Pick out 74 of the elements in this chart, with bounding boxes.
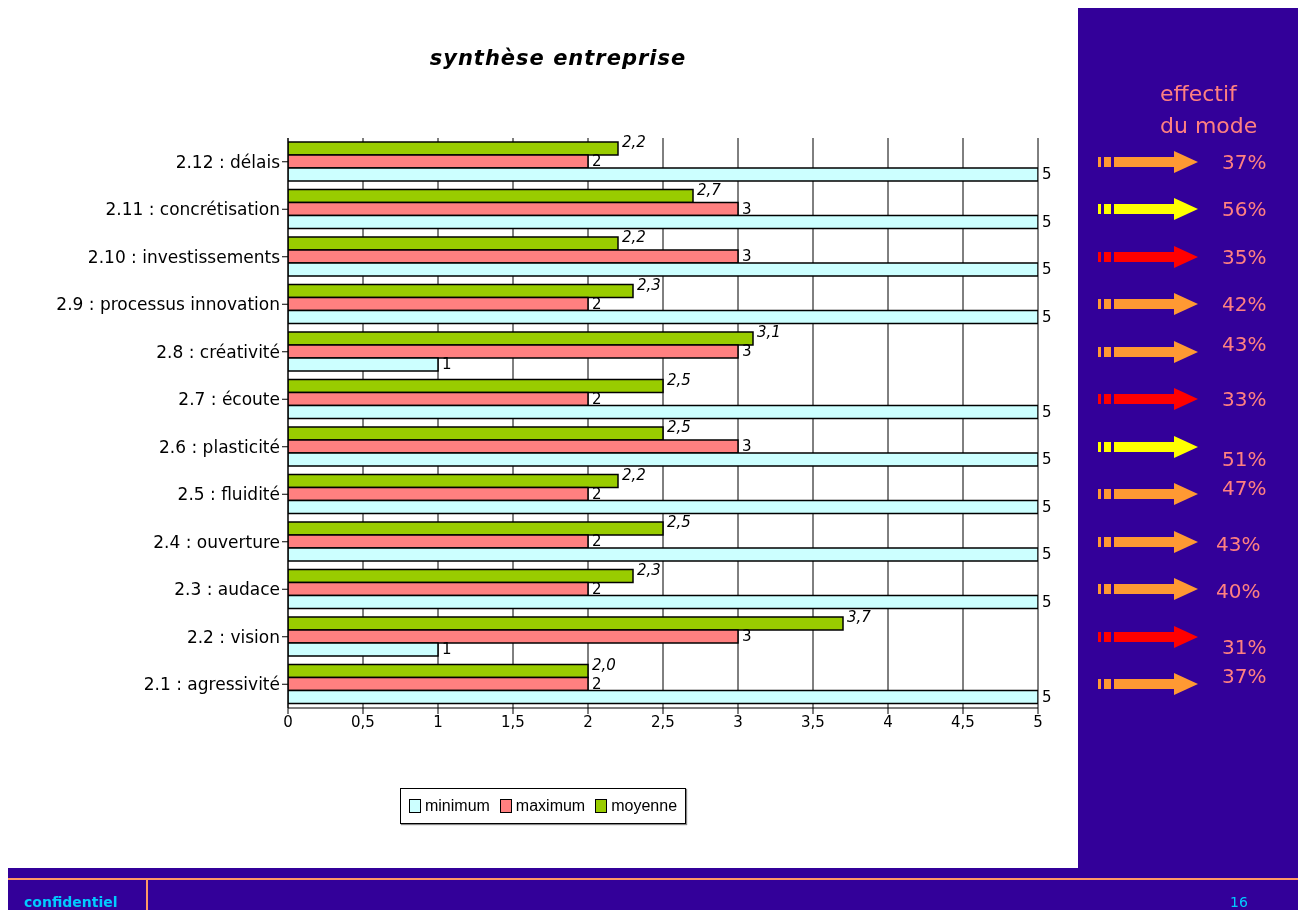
y-tick-label: 2.9 : processus innovation xyxy=(56,294,280,315)
data-label: 5 xyxy=(1042,450,1052,468)
data-label: 2,5 xyxy=(667,513,691,531)
data-label: 5 xyxy=(1042,260,1052,278)
y-tick-label: 2.4 : ouverture xyxy=(153,531,280,552)
data-label: 5 xyxy=(1042,592,1052,611)
text: 37% xyxy=(1222,664,1267,689)
x-tick-label: 2 xyxy=(583,712,593,731)
data-label: 2,2 xyxy=(622,133,646,151)
x-tick-label: 0 xyxy=(283,712,293,731)
x-tick-label: 4 xyxy=(883,712,893,731)
data-label: 2,3 xyxy=(637,560,661,579)
x-tick-label: 3 xyxy=(733,712,743,731)
text: 37% xyxy=(1222,149,1267,174)
data-label: 5 xyxy=(1042,212,1052,231)
text: 43% xyxy=(1222,331,1267,356)
text: 51% xyxy=(1222,446,1267,471)
data-label: 5 xyxy=(1042,165,1052,183)
x-tick-label: 3,5 xyxy=(801,712,825,731)
text: 40% xyxy=(1216,579,1261,604)
y-tick-label: 2.1 : agressivité xyxy=(143,674,280,695)
y-tick-label: 2.2 : vision xyxy=(186,626,280,647)
x-tick-label: 0,5 xyxy=(351,712,375,731)
text: 33% xyxy=(1222,387,1267,412)
data-label: 5 xyxy=(1042,307,1052,326)
x-tick-label: 1 xyxy=(433,712,443,731)
data-label: 3,1 xyxy=(757,323,781,341)
data-label: 3 xyxy=(742,247,752,265)
x-tick-label: 2,5 xyxy=(651,712,675,731)
y-tick-label: 2.10 : investissements xyxy=(87,246,281,267)
y-tick-label: 2.7 : écoute xyxy=(178,389,280,410)
data-label: 2,7 xyxy=(697,180,722,199)
data-label: 5 xyxy=(1042,497,1052,516)
data-label: 5 xyxy=(1042,402,1052,421)
chart-title: synthèse entreprise xyxy=(428,46,688,70)
x-tick-label: 4,5 xyxy=(951,712,975,731)
data-label: 2 xyxy=(592,152,602,170)
text: effectif du mode xyxy=(1160,80,1258,140)
y-tick-label: 2.11 : concrétisation xyxy=(105,199,280,220)
data-label: 2,2 xyxy=(622,465,646,484)
y-tick-label: 2.12 : délais xyxy=(175,151,281,172)
text: 43% xyxy=(1216,531,1261,556)
text: 56% xyxy=(1222,197,1267,222)
data-label: 2,5 xyxy=(667,370,691,389)
x-tick-label: 5 xyxy=(1033,712,1043,731)
data-label: 3,7 xyxy=(847,608,872,626)
legend-label: moyenne xyxy=(610,797,678,815)
data-label: 1 xyxy=(442,355,452,373)
y-tick-label: 2.5 : fluidité xyxy=(177,484,280,505)
text: 35% xyxy=(1222,244,1267,269)
data-label: 2 xyxy=(592,674,602,693)
data-label: 3 xyxy=(742,199,752,218)
data-label: 2,0 xyxy=(592,655,616,674)
data-label: 2,2 xyxy=(622,228,646,246)
data-label: 2 xyxy=(592,532,602,550)
x-tick-label: 1,5 xyxy=(501,712,525,731)
text: 16 xyxy=(1230,894,1248,910)
data-label: 2,3 xyxy=(637,275,661,294)
text: confidentiel xyxy=(24,894,118,910)
data-label: 2,5 xyxy=(667,418,691,436)
data-label: 5 xyxy=(1042,545,1052,563)
text: 31% xyxy=(1222,634,1267,659)
data-label: 3 xyxy=(742,342,752,360)
text: 42% xyxy=(1222,292,1267,317)
data-label: 3 xyxy=(742,627,752,645)
y-tick-label: 2.3 : audace xyxy=(174,579,280,600)
text: 47% xyxy=(1222,476,1267,501)
legend-label: maximum xyxy=(514,797,586,815)
y-tick-label: 2.6 : plasticité xyxy=(159,436,280,457)
data-label: 1 xyxy=(442,640,452,658)
data-label: 5 xyxy=(1042,687,1052,706)
y-tick-label: 2.8 : créativité xyxy=(156,341,280,362)
legend-label: minimum xyxy=(423,797,490,815)
data-label: 3 xyxy=(742,437,752,455)
